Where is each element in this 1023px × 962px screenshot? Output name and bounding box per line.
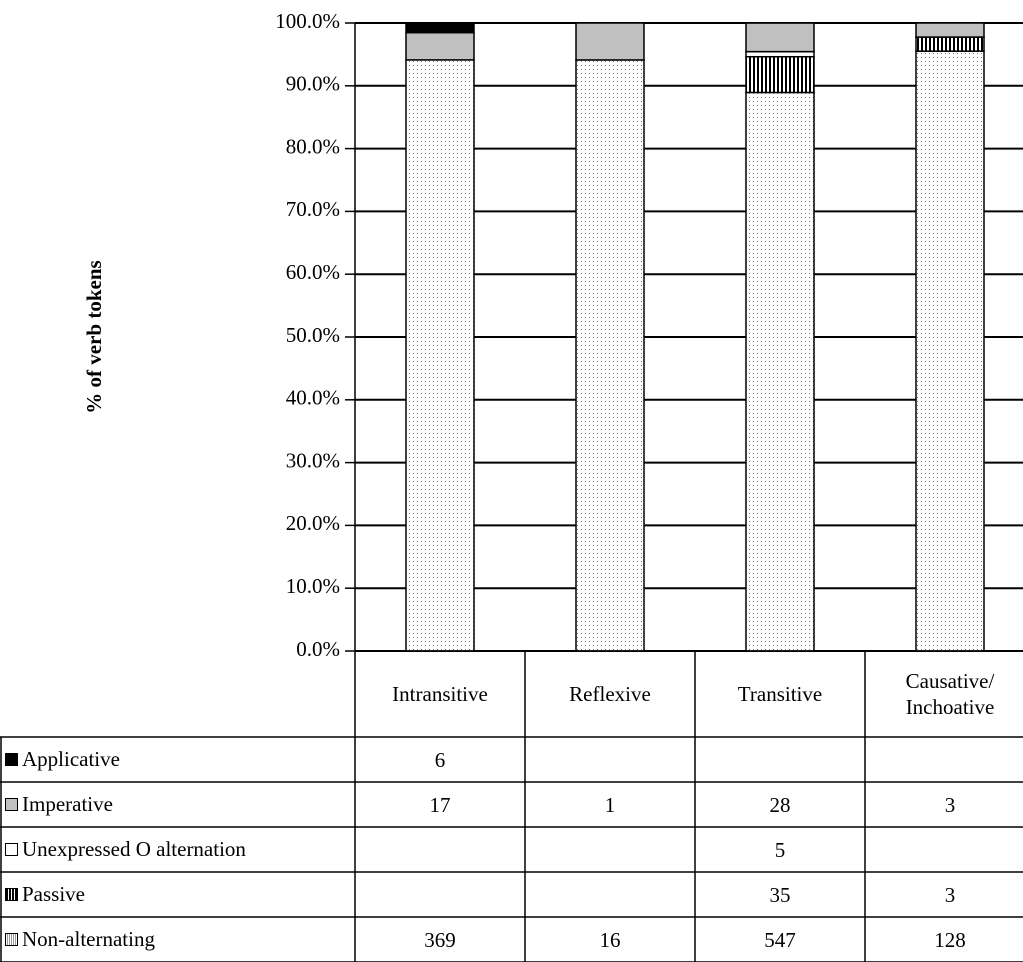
legend-entry: Unexpressed O alternation (0, 827, 246, 872)
bar-segment (405, 22, 475, 34)
y-tick-label: 100.0% (275, 9, 340, 33)
table-value: 1 (604, 792, 616, 817)
table-value: 369 (424, 927, 456, 952)
y-tick-label: 20.0% (286, 511, 340, 535)
table-value: 547 (764, 927, 796, 952)
bar-segment (745, 22, 815, 53)
bar-segment (915, 50, 985, 652)
legend-key (5, 753, 18, 766)
bar-segment (575, 22, 645, 61)
legend-entry: Applicative (0, 737, 120, 782)
legend-label: Non-alternating (22, 927, 155, 951)
y-tick-label: 90.0% (286, 72, 340, 96)
legend-label: Passive (22, 882, 85, 906)
y-tick-label: 80.0% (286, 134, 340, 158)
legend-label: Unexpressed O alternation (22, 837, 246, 861)
legend-entry: Imperative (0, 782, 113, 827)
bar-segment (405, 59, 475, 652)
table-value: 128 (934, 927, 966, 952)
table-value: 5 (774, 837, 786, 862)
y-tick-label: 0.0% (296, 637, 340, 661)
y-axis-label: % of verb tokens (82, 260, 106, 413)
table-value: 17 (429, 792, 451, 817)
legend-label: Imperative (22, 792, 113, 816)
category-label: Intransitive (392, 682, 488, 706)
legend-key (5, 798, 18, 811)
legend-key (5, 888, 18, 901)
y-tick-label: 70.0% (286, 197, 340, 221)
legend-label: Applicative (22, 747, 120, 771)
y-tick-label: 60.0% (286, 260, 340, 284)
table-value: 6 (434, 747, 446, 772)
table-value: 3 (944, 792, 956, 817)
table-value: 28 (769, 792, 791, 817)
legend-key (5, 933, 18, 946)
y-tick-label: 30.0% (286, 448, 340, 472)
bar-segment (745, 91, 815, 652)
table-value: 3 (944, 882, 956, 907)
legend-entry: Non-alternating (0, 917, 155, 962)
y-tick-label: 10.0% (286, 574, 340, 598)
y-tick-label: 40.0% (286, 386, 340, 410)
category-label: Transitive (737, 682, 823, 706)
bar-segment (745, 50, 815, 58)
table-value: 35 (769, 882, 791, 907)
category-label: Causative/ Inchoative (905, 669, 995, 719)
legend-entry: Passive (0, 872, 85, 917)
legend-key (5, 843, 18, 856)
bar-segment (745, 55, 815, 94)
bar-segment (915, 22, 985, 38)
bar-segment (405, 31, 475, 61)
bar-segment (575, 59, 645, 652)
bar-segment (915, 36, 985, 52)
table-value: 16 (599, 927, 621, 952)
y-tick-label: 50.0% (286, 323, 340, 347)
category-label: Reflexive (569, 682, 651, 706)
